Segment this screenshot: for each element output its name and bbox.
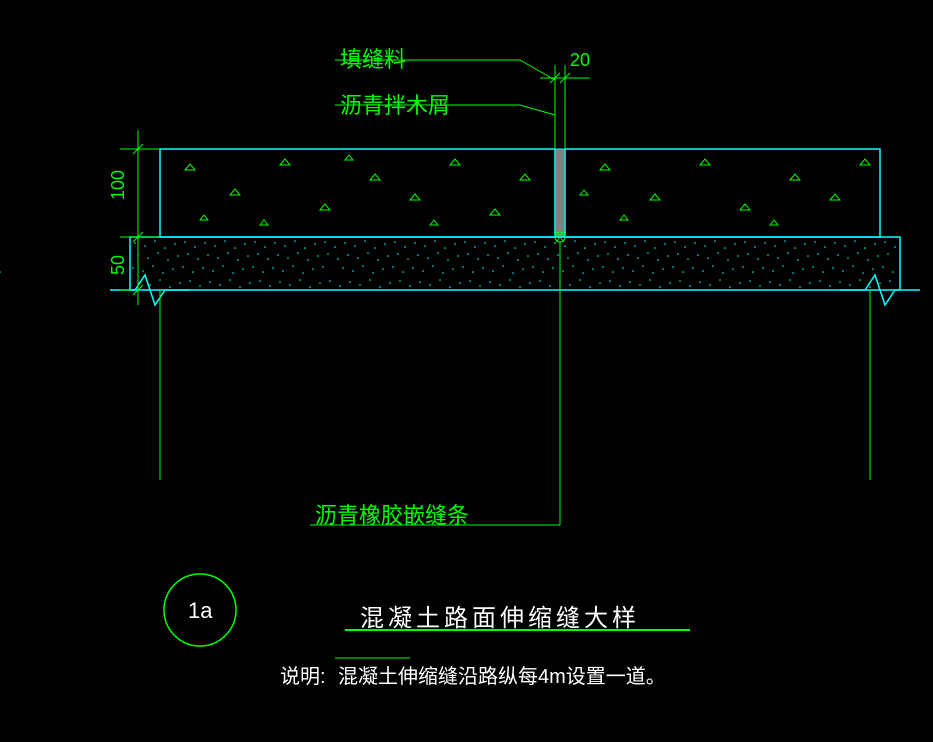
slab-right (565, 149, 880, 237)
break-line-right (840, 275, 920, 305)
label-filler: 填缝料 (340, 42, 406, 74)
joint-filler (555, 149, 565, 237)
note-prefix: 说明: (280, 660, 326, 689)
concrete-hatch (185, 155, 870, 225)
leader-sealant (310, 242, 560, 525)
dim-20-text: 20 (570, 50, 590, 71)
dim-top-20 (540, 65, 590, 149)
dim-100-text: 100 (108, 170, 129, 200)
detail-id-text: 1a (188, 598, 212, 624)
base-layer (0, 237, 900, 290)
dim-50-text: 50 (108, 255, 129, 275)
dim-left (120, 130, 160, 305)
label-sealant-strip: 沥青橡胶嵌缝条 (315, 498, 469, 530)
slab-left (160, 149, 555, 237)
label-asphalt-sawdust: 沥青拌木屑 (340, 88, 450, 120)
note-body: 混凝土伸缩缝沿路纵每4m设置一道。 (338, 660, 666, 689)
drawing-title: 混凝土路面伸缩缝大样 (360, 598, 640, 633)
